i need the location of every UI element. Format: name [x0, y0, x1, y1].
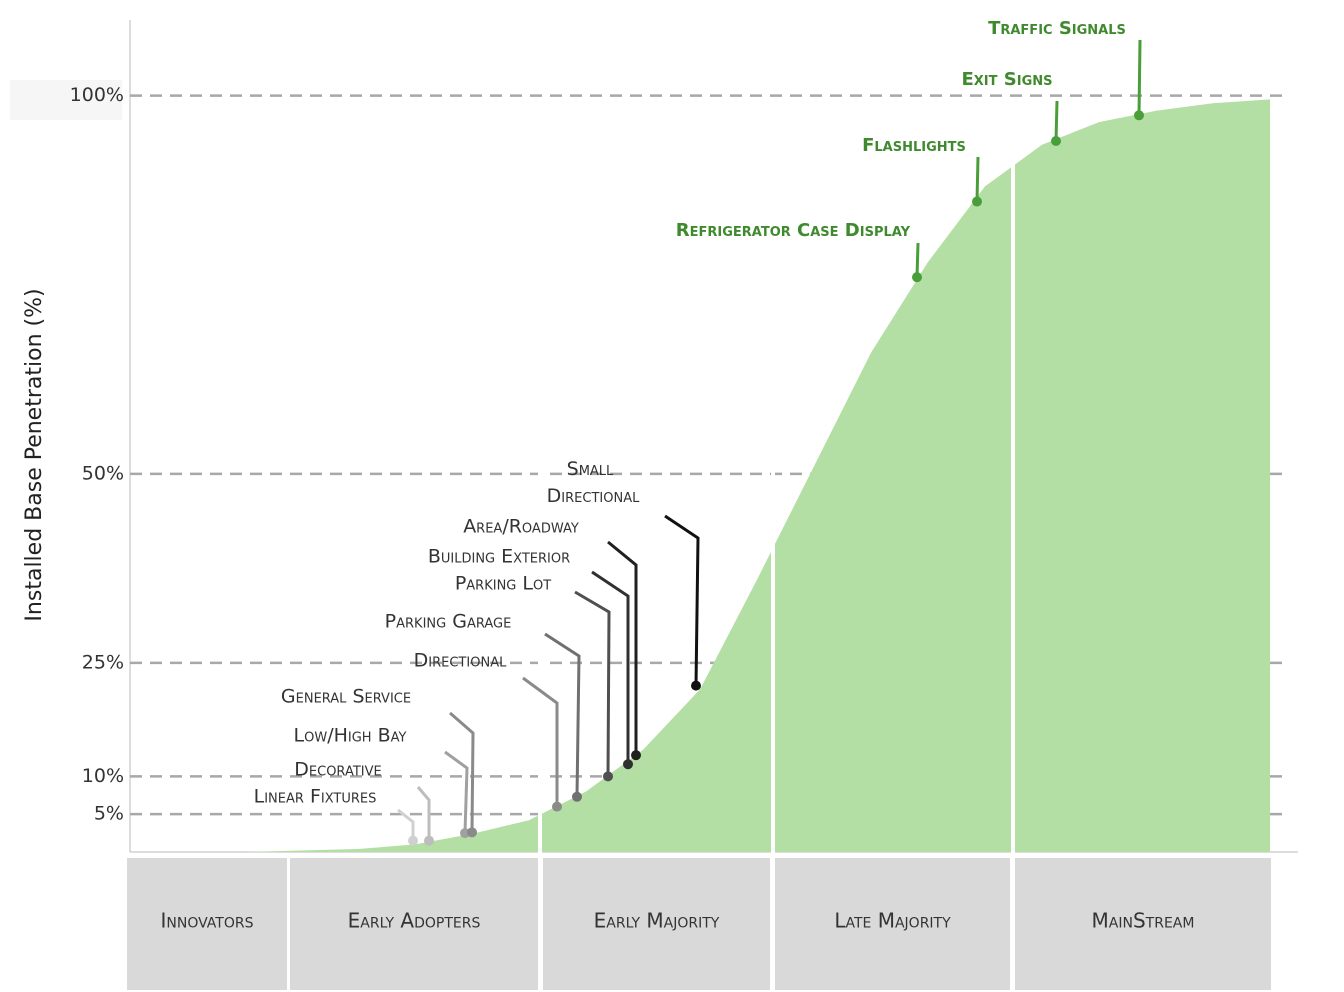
y-tick-label: 10%	[82, 765, 124, 787]
annotation-label: Area/Roadway	[463, 516, 579, 538]
stage-box	[127, 858, 287, 990]
annotation-label: General Service	[281, 686, 411, 708]
annotation-label: Low/High Bay	[294, 725, 407, 747]
annotation-point	[912, 272, 922, 283]
annotation-point	[408, 835, 418, 846]
leader-line	[574, 590, 611, 777]
stage-box	[543, 858, 770, 990]
y-tick-label: 5%	[94, 803, 124, 825]
leader-line	[444, 750, 469, 834]
stage-label: MainStream	[1092, 909, 1195, 933]
annotation-point	[623, 759, 633, 770]
y-axis-label: Installed Base Penetration (%)	[22, 288, 47, 621]
annotation-point	[572, 791, 582, 802]
annotation-label: Parking Garage	[385, 611, 512, 633]
annotation-point	[631, 750, 641, 761]
annotation-point	[603, 771, 613, 782]
stage-label: Early Adopters	[348, 909, 481, 933]
annotation-point	[1051, 136, 1061, 147]
leader-line	[449, 711, 475, 833]
annotation-label: Directional	[414, 650, 507, 672]
annotation-label: Refrigerator Case Display	[676, 220, 911, 241]
annotation-point	[691, 680, 701, 691]
annotation-label: Flashlights	[862, 135, 966, 156]
stage-box	[1015, 858, 1271, 990]
y-tick-label: 50%	[82, 462, 124, 484]
annotation-point	[552, 801, 562, 812]
annotation-label: Linear Fixtures	[254, 786, 377, 808]
adoption-area	[130, 99, 1270, 852]
annotation-point	[467, 827, 477, 838]
stage-label: Innovators	[161, 909, 254, 933]
annotation-label: Building Exterior	[428, 546, 570, 568]
stage-box	[775, 858, 1010, 990]
annotation-label: Decorative	[294, 759, 381, 781]
annotation-label: Exit Signs	[961, 69, 1052, 90]
leader-line	[544, 632, 581, 797]
leader-line	[607, 540, 638, 756]
y-tick-label: 100%	[70, 84, 124, 106]
leader-line	[915, 242, 920, 278]
leader-line	[1137, 39, 1142, 116]
annotation-point	[424, 835, 434, 846]
annotation-point	[972, 196, 982, 207]
annotation-label: Traffic Signals	[988, 18, 1126, 39]
leader-line	[591, 570, 630, 765]
leader-line	[522, 676, 559, 807]
stage-label: Late Majority	[834, 909, 951, 933]
stage-label: Early Majority	[594, 909, 720, 933]
leader-line	[1054, 100, 1059, 142]
leader-line	[664, 514, 700, 686]
leader-line	[397, 808, 415, 841]
y-tick-label: 25%	[82, 651, 124, 673]
leader-line	[416, 786, 431, 841]
annotation-label: Small Directional	[547, 458, 640, 507]
stage-box	[290, 858, 538, 990]
leader-line	[975, 156, 980, 202]
annotation-point	[1134, 110, 1144, 121]
annotation-label: Parking Lot	[455, 573, 551, 595]
tick-label-bg	[10, 80, 122, 120]
